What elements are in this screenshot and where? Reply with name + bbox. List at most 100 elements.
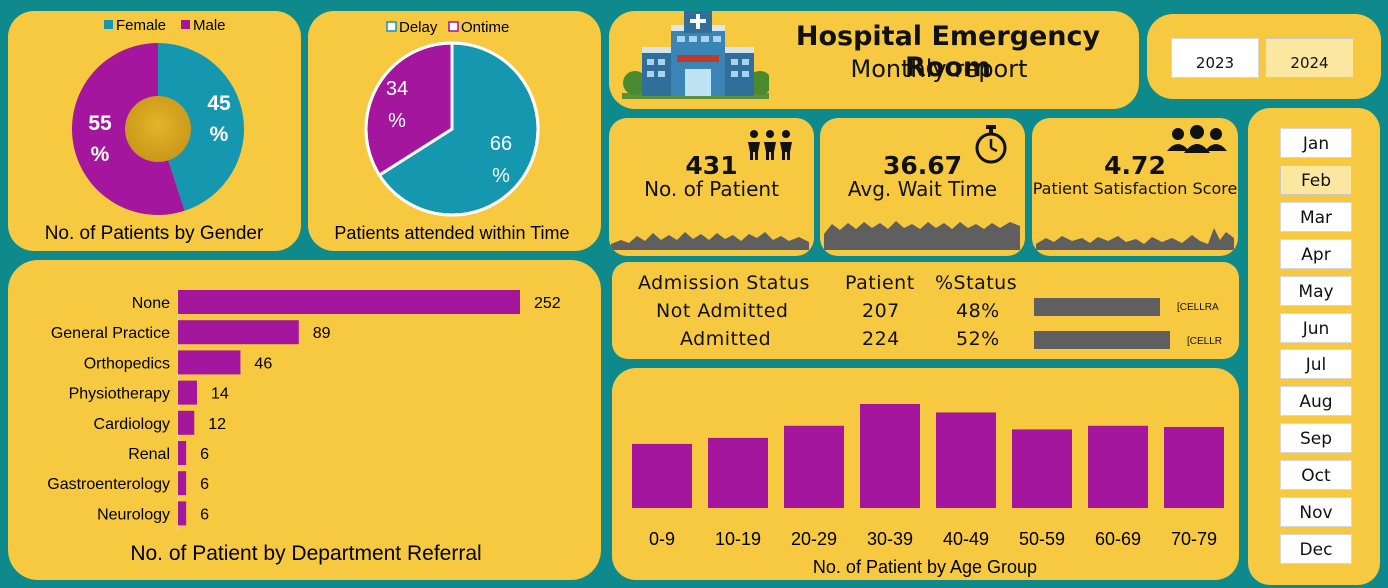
month-button-mar[interactable]: Mar — [1280, 201, 1352, 232]
legend-swatch-male — [181, 20, 190, 29]
stopwatch-icon — [975, 125, 1007, 164]
kpi-wait-time-value: 36.67 — [882, 151, 963, 180]
dept-value-label: 89 — [313, 325, 331, 342]
age-bar — [1164, 426, 1224, 508]
dept-category-label: Cardiology — [94, 416, 170, 433]
dept-category-label: Physiotherapy — [69, 386, 170, 403]
admission-row-1-patient: 207 — [862, 300, 900, 322]
kpi-wait-time: 36.67 Avg. Wait Time — [820, 118, 1025, 256]
dept-value-label: 46 — [254, 355, 272, 372]
dept-bar — [178, 410, 195, 435]
gender-female-label-num: 45 — [207, 92, 231, 115]
dept-category-label: General Practice — [51, 325, 170, 342]
age-category-label: 0-9 — [649, 529, 675, 549]
time-ontime-label-num: 66 — [490, 133, 512, 155]
admission-row-2-pct: 52% — [956, 328, 1000, 350]
legend-swatch-delay — [386, 21, 397, 32]
hospital-icon — [622, 11, 769, 99]
month-slicer: Jan Feb Mar Apr May Jun Jul Aug Sep Oct Nov Dec — [1248, 108, 1380, 585]
age-category-label: 70-79 — [1171, 529, 1217, 549]
legend-swatch-ontime — [448, 21, 459, 32]
month-button-aug[interactable]: Aug — [1280, 386, 1352, 417]
dept-bar — [178, 350, 241, 375]
age-chart-title: No. of Patient by Age Group — [813, 557, 1037, 577]
dept-value-label: 252 — [534, 295, 561, 312]
header-panel: Hospital Emergency Room Monthly report — [609, 11, 1139, 109]
month-button-feb[interactable]: Feb — [1280, 164, 1352, 195]
kpi-satisfaction-sparkline — [1036, 228, 1234, 250]
kpi-patients-value: 431 — [685, 151, 738, 180]
month-button-sep[interactable]: Sep — [1280, 423, 1352, 454]
dept-bar — [178, 380, 197, 405]
age-category-label: 30-39 — [867, 529, 913, 549]
kpi-patients-sparkline — [611, 232, 809, 250]
department-chart: None 252 General Practice 89 Orthopedics 46 Ph… — [47, 290, 561, 565]
kpi-satisfaction-label: Patient Satisfaction Score — [1032, 179, 1238, 198]
dept-bar — [178, 320, 299, 345]
age-bar — [632, 443, 692, 508]
admission-header-pct: %Status — [935, 272, 1018, 294]
dept-value-label: 6 — [200, 506, 209, 523]
age-bar — [936, 412, 996, 508]
age-bar — [784, 425, 844, 508]
admission-header-patient: Patient — [845, 272, 915, 294]
age-bar — [1088, 425, 1148, 508]
month-button-may[interactable]: May — [1280, 275, 1352, 306]
time-delay-label-num: 34 — [386, 78, 408, 100]
admission-row-2-patient: 224 — [862, 328, 900, 350]
department-panel: None 252 General Practice 89 Orthopedics 46 Ph… — [8, 260, 601, 580]
dept-value-label: 12 — [208, 416, 226, 433]
month-button-jul[interactable]: Jul — [1280, 349, 1352, 380]
kpi-patients-label: No. of Patient — [644, 177, 779, 201]
age-bar — [708, 437, 768, 508]
month-button-nov[interactable]: Nov — [1280, 497, 1352, 527]
dept-category-label: Renal — [128, 446, 170, 463]
age-bar — [1012, 429, 1072, 508]
year-button-2023[interactable]: 2023 — [1171, 38, 1259, 78]
legend-ontime: Ontime — [461, 19, 509, 36]
admission-row-1-bar — [1034, 298, 1160, 316]
dept-bar — [178, 471, 187, 496]
gender-male-label-pct: % — [91, 143, 110, 166]
admission-row-1-status: Not Admitted — [656, 300, 789, 322]
month-button-apr[interactable]: Apr — [1280, 238, 1352, 269]
time-pie-outline — [364, 41, 540, 217]
dept-value-label: 6 — [200, 476, 209, 493]
time-panel: Delay Ontime 34 % 66 % Patients attended… — [308, 11, 601, 251]
month-button-jan[interactable]: Jan — [1280, 128, 1352, 158]
kpi-satisfaction: 4.72 Patient Satisfaction Score — [1032, 118, 1238, 256]
dept-category-label: Orthopedics — [84, 355, 170, 372]
time-chart: Delay Ontime 34 % 66 % Patients attended… — [334, 19, 569, 243]
dept-category-label: Gastroenterology — [47, 476, 170, 493]
year-button-2024[interactable]: 2024 — [1265, 38, 1354, 78]
admission-row-2-bar-label: [CELLR — [1187, 336, 1223, 347]
gender-chart: Female Male 45 % 55 % No. of Patients by… — [45, 17, 264, 244]
age-chart: 0-9 10-19 20-29 30-39 40-49 50-59 60-69 70-79 No… — [632, 404, 1224, 577]
admission-panel: Admission Status Patient %Status Not Adm… — [612, 262, 1239, 359]
gender-male-label-num: 55 — [88, 112, 112, 135]
page-subtitle: Monthly report — [850, 55, 1028, 83]
admission-row-2-status: Admitted — [680, 328, 772, 350]
admission-row-2-bar — [1034, 331, 1171, 349]
dept-bar — [178, 441, 187, 465]
gender-chart-title: No. of Patients by Gender — [45, 223, 264, 244]
gender-female-label-pct: % — [210, 123, 229, 146]
gender-panel: Female Male 45 % 55 % No. of Patients by… — [8, 11, 301, 251]
legend-delay: Delay — [399, 19, 438, 36]
admission-header-status: Admission Status — [638, 272, 810, 294]
donut-hole — [125, 96, 191, 162]
admission-row-1-pct: 48% — [956, 300, 1000, 322]
age-category-label: 50-59 — [1019, 529, 1065, 549]
legend-female: Female — [116, 17, 166, 34]
month-button-jun[interactable]: Jun — [1280, 312, 1352, 343]
month-button-dec[interactable]: Dec — [1280, 533, 1352, 564]
legend-male: Male — [193, 17, 226, 34]
age-category-label: 10-19 — [715, 529, 761, 549]
group-icon — [1167, 125, 1227, 153]
month-button-oct[interactable]: Oct — [1280, 460, 1352, 491]
dept-category-label: Neurology — [97, 506, 170, 523]
legend-swatch-female — [104, 20, 113, 29]
age-category-label: 40-49 — [943, 529, 989, 549]
gender-slice-female — [158, 43, 244, 211]
age-bar — [860, 404, 920, 508]
